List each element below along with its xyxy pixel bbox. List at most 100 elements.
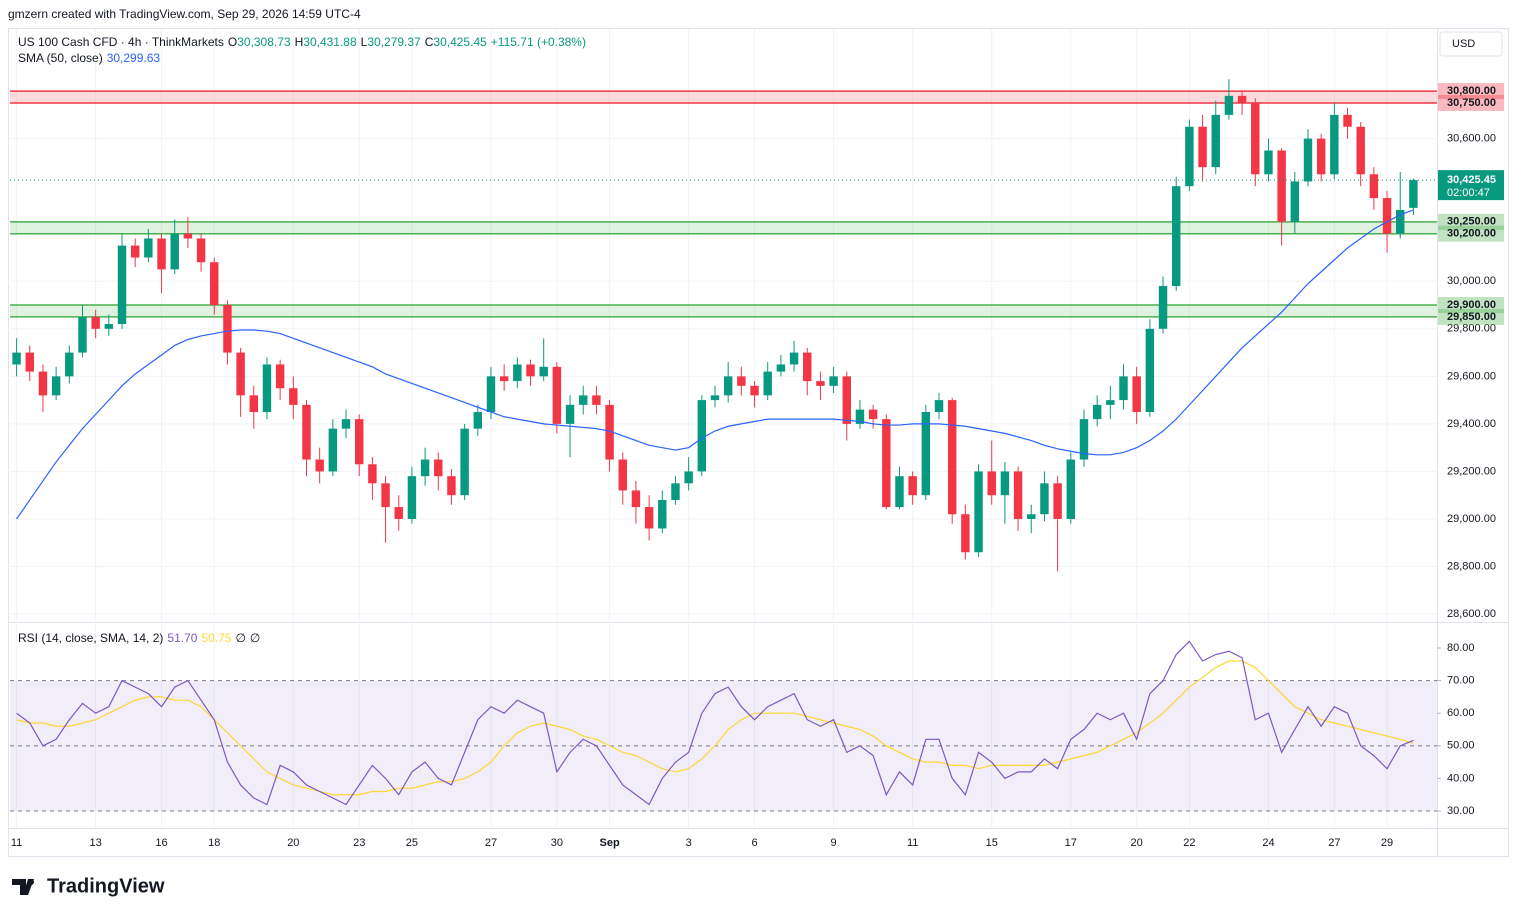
candle-body [486, 376, 496, 413]
candle-body [513, 364, 522, 382]
candle-body [1277, 150, 1286, 222]
candle-body [1251, 102, 1260, 175]
candle-body [1145, 328, 1155, 413]
sma-value: 30,299.63 [106, 51, 161, 65]
zone-label-bg [1438, 225, 1504, 242]
candle-body [1264, 150, 1273, 175]
candle-body [776, 364, 786, 372]
symbol-legend: US 100 Cash CFD · 4h · ThinkMarkets O30,3… [18, 35, 590, 49]
rsi-line [16, 660, 1414, 796]
zone-label: 29,900.00 [1447, 299, 1496, 311]
candle-body [631, 490, 641, 508]
candle-body [882, 419, 891, 508]
currency-button[interactable] [1439, 31, 1503, 57]
candle-body [1303, 138, 1313, 182]
sma-legend: SMA (50, close) 30,299.63 [18, 51, 164, 65]
candle-body [210, 262, 219, 306]
candle-body [157, 238, 166, 270]
candle-body [552, 366, 562, 424]
candle-body [499, 376, 509, 382]
x-tick-label: 16 [155, 837, 167, 849]
ohlc-value: 30,279.37 [367, 35, 421, 49]
rsi-title: RSI (14, close, SMA, 14, 2) [18, 631, 164, 645]
candle-body [1171, 186, 1181, 287]
candle-body [763, 371, 772, 396]
candle-body [987, 471, 996, 496]
candle-body [1158, 286, 1168, 329]
candle-body [315, 459, 324, 472]
symbol: US 100 Cash CFD · 4h · ThinkMarkets [18, 35, 224, 49]
candle-body [842, 376, 851, 424]
candle-body [526, 364, 535, 377]
candle-body [750, 385, 759, 396]
candle-body [447, 476, 456, 496]
candle-body [223, 305, 232, 353]
sma-label: SMA (50, close) [18, 51, 103, 65]
candle-body [1211, 114, 1220, 168]
candle-body [341, 419, 351, 429]
candle-body [1316, 138, 1326, 175]
candle-body [407, 476, 417, 519]
ohlc-key: H [294, 35, 304, 49]
zone-label: 30,750.00 [1447, 97, 1496, 109]
candle-body [1000, 471, 1010, 496]
candle-body [1185, 126, 1194, 187]
brand: TradingView [47, 875, 165, 897]
rsi-line [16, 640, 1414, 806]
y-tick-label: 29,000.00 [1447, 513, 1496, 525]
candle-body [921, 412, 931, 496]
candle-body [473, 412, 483, 429]
rsi-tick-label: 40.00 [1447, 772, 1475, 784]
candle-body [1040, 483, 1049, 515]
rsi-tick-label: 50.00 [1447, 740, 1475, 752]
x-tick-label: 25 [406, 837, 418, 849]
x-tick-label: 27 [485, 837, 497, 849]
candle-body [605, 404, 614, 460]
candle-body [1198, 126, 1207, 168]
x-tick-label: 30 [551, 837, 563, 849]
candle-body [671, 483, 680, 500]
candle-body [196, 238, 206, 263]
candle-body [579, 395, 588, 405]
candle-body [737, 376, 746, 386]
candle-body [130, 245, 140, 258]
candle-body [658, 499, 667, 529]
candle-body [289, 388, 298, 405]
candle-body [249, 395, 259, 413]
candle-body [460, 428, 469, 496]
rsi-value: 50.75 [201, 631, 232, 645]
candle-body [565, 404, 575, 424]
candle-body [434, 459, 443, 477]
rsi-tick-label: 60.00 [1447, 707, 1475, 719]
x-tick-label: 9 [831, 837, 837, 849]
x-tick-label: 11 [907, 837, 918, 849]
ohlc-key: C [424, 35, 434, 49]
x-tick-label: 11 [11, 837, 22, 849]
candle-body [420, 459, 430, 477]
x-tick-label: 17 [1065, 837, 1077, 849]
candle-body [275, 364, 285, 389]
candle-body [104, 324, 114, 329]
rsi-extra: ∅ [249, 631, 261, 645]
zone-label-bg [1438, 297, 1504, 314]
candle-body [328, 428, 338, 472]
candle-body [1396, 209, 1405, 234]
x-tick-label: 13 [90, 837, 102, 849]
candle-body [723, 376, 733, 396]
x-tick-label: 6 [751, 837, 757, 849]
candle-body [592, 395, 601, 405]
candle-body [183, 233, 193, 239]
candle-body [1053, 483, 1062, 519]
rsi-value: 51.70 [167, 631, 198, 645]
zone [10, 221, 1437, 234]
candle-body [1066, 459, 1076, 519]
candle-body [539, 366, 548, 377]
candle-body [354, 419, 364, 465]
candle-body [974, 471, 983, 553]
candle-body [91, 316, 100, 329]
candle-body [262, 364, 272, 413]
y-tick-label: 28,600.00 [1447, 608, 1496, 620]
candle-body [697, 400, 707, 472]
candle-body [381, 483, 390, 508]
